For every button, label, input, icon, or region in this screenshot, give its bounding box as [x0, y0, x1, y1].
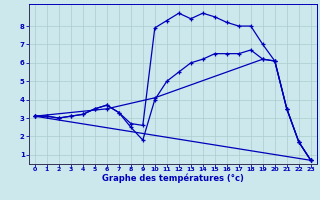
X-axis label: Graphe des températures (°c): Graphe des températures (°c) — [102, 174, 244, 183]
